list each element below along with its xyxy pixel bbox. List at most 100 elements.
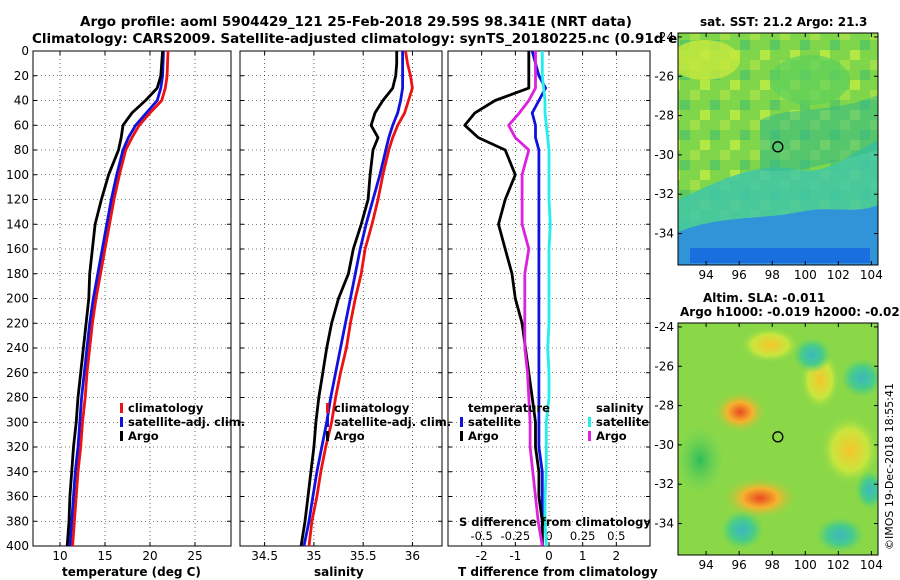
y-tick-label: 120 — [6, 193, 29, 207]
sst-warm-patch — [678, 40, 740, 80]
legend-title-salinity: salinity — [596, 401, 644, 415]
y-tick-label: 60 — [14, 118, 29, 132]
x-tick-label: 25 — [187, 549, 202, 563]
y-tick-label: 260 — [6, 366, 29, 380]
legend-swatch-t-satellite — [460, 417, 463, 427]
map-x-tick-label: 98 — [765, 558, 780, 572]
map-y-tick-label: -26 — [654, 359, 674, 373]
y-tick-label: 40 — [14, 94, 29, 108]
legend-label-s-argo: Argo — [596, 429, 627, 443]
map-x-tick-label: 100 — [794, 558, 817, 572]
y-tick-label: 0 — [21, 44, 29, 58]
legend-label-t-argo: Argo — [468, 429, 499, 443]
map-x-tick-label: 96 — [732, 268, 747, 282]
t-difference-axis-label: T difference from climatology — [458, 565, 658, 579]
map-y-tick-label: -26 — [654, 69, 674, 83]
y-tick-label: 220 — [6, 316, 29, 330]
x-tick-label: -1 — [509, 549, 521, 563]
temperature-profile-panel: 0 20 40 60 80 100 120 140 160 180 200 220 240 260 280 3… — [6, 44, 245, 579]
map-y-tick-label: -34 — [654, 227, 674, 241]
salinity-legend: climatology satellite-adj. clim. Argo — [326, 401, 451, 443]
sst-map-panel: sat. SST: 21.2 Argo: 21.3 94 96 98 100 102 10… — [654, 15, 882, 282]
difference-profile-panel: -2 -1 0 1 2 -0.5 -0.25 0 0.25 0.5 S difference fr… — [447, 50, 658, 579]
legend-swatch-satellite — [326, 417, 329, 427]
map-x-tick-label: 104 — [860, 558, 883, 572]
sla-low-anomaly — [792, 337, 832, 373]
series-line-temperature-satellite — [530, 50, 547, 546]
legend-swatch-t-argo — [460, 431, 463, 441]
series-line-argo — [299, 51, 399, 547]
series-line-argo — [65, 50, 164, 547]
y-tick-label: 140 — [6, 217, 29, 231]
sla-low-anomaly — [855, 470, 878, 510]
sla-high-anomaly — [820, 415, 878, 485]
sla-warm-anomaly — [720, 476, 800, 520]
sla-high-anomaly — [740, 327, 800, 363]
map-y-tick-label: -28 — [654, 109, 674, 123]
y-tick-label: 240 — [6, 341, 29, 355]
y-tick-label: 200 — [6, 292, 29, 306]
x-tick-label: 2 — [613, 549, 621, 563]
y-tick-label: 340 — [6, 465, 29, 479]
sla-low-anomaly — [840, 358, 878, 398]
sst-map-title: sat. SST: 21.2 Argo: 21.3 — [700, 15, 867, 29]
sst-deep-blue-patch — [690, 248, 870, 263]
legend-swatch-argo — [120, 431, 123, 441]
legend-label-argo: Argo — [128, 429, 159, 443]
legend-label-satellite: satellite-adj. clim. — [334, 415, 451, 429]
x2-tick-label: 0.5 — [607, 529, 625, 543]
x-tick-label: 34.5 — [251, 549, 278, 563]
x2-tick-label: -0.5 — [470, 529, 492, 543]
sla-map-panel: Altim. SLA: -0.011 Argo h1000: -0.019 h2… — [654, 291, 900, 572]
y-tick-label: 160 — [6, 242, 29, 256]
x-tick-label: 36 — [405, 549, 420, 563]
x-tick-label: -2 — [476, 549, 488, 563]
y-tick-label: 20 — [14, 69, 29, 83]
legend-label-climatology: climatology — [128, 401, 204, 415]
legend-label-argo: Argo — [334, 429, 365, 443]
sst-mid-band — [760, 95, 878, 171]
y-tick-label: 360 — [6, 490, 29, 504]
x-tick-label: 35.5 — [350, 549, 377, 563]
x-tick-label: 35 — [306, 549, 321, 563]
map-y-tick-label: -32 — [654, 477, 674, 491]
map-y-tick-label: -30 — [654, 148, 674, 162]
series-line-satellite-adj-clim- — [302, 51, 405, 547]
s-difference-axis-label: S difference from climatology — [459, 515, 651, 529]
x2-tick-label: -0.25 — [500, 529, 530, 543]
map-y-tick-label: -32 — [654, 187, 674, 201]
sla-map-title: Altim. SLA: -0.011 — [703, 291, 825, 305]
map-y-tick-label: -34 — [654, 517, 674, 531]
legend-swatch-s-satellite — [588, 417, 591, 427]
map-x-tick-label: 100 — [794, 268, 817, 282]
map-y-tick-label: -24 — [654, 30, 674, 44]
header-line-1: Argo profile: aoml 5904429_121 25-Feb-20… — [80, 14, 632, 30]
legend-swatch-satellite — [120, 417, 123, 427]
sla-low-anomaly — [678, 425, 725, 495]
x2-tick-label: 0.25 — [570, 529, 596, 543]
legend-swatch-climatology — [120, 403, 123, 413]
map-x-tick-label: 102 — [827, 558, 850, 572]
map-y-tick-label: -28 — [654, 399, 674, 413]
header-line-2: Climatology: CARS2009. Satellite-adjuste… — [32, 31, 724, 47]
sla-low-anomaly — [720, 510, 764, 550]
y-tick-label: 300 — [6, 415, 29, 429]
x-tick-label: 15 — [97, 549, 112, 563]
y-tick-label: 380 — [6, 514, 29, 528]
legend-label-climatology: climatology — [334, 401, 410, 415]
y-tick-label: 400 — [6, 539, 29, 553]
y-tick-label: 180 — [6, 267, 29, 281]
map-x-tick-label: 96 — [732, 558, 747, 572]
map-x-tick-label: 94 — [698, 268, 713, 282]
legend-swatch-climatology — [326, 403, 329, 413]
y-tick-label: 280 — [6, 391, 29, 405]
y-tick-label: 80 — [14, 143, 29, 157]
sst-eddy — [770, 55, 850, 105]
difference-legend: temperature satellite Argo salinity sate… — [460, 401, 649, 443]
argo-float-marker — [772, 431, 784, 443]
map-x-tick-label: 104 — [860, 268, 883, 282]
series-line-salinity-satellite — [540, 51, 552, 547]
map-x-tick-label: 94 — [698, 558, 713, 572]
sla-warm-anomaly — [712, 390, 768, 434]
x-tick-label: 0 — [545, 549, 553, 563]
